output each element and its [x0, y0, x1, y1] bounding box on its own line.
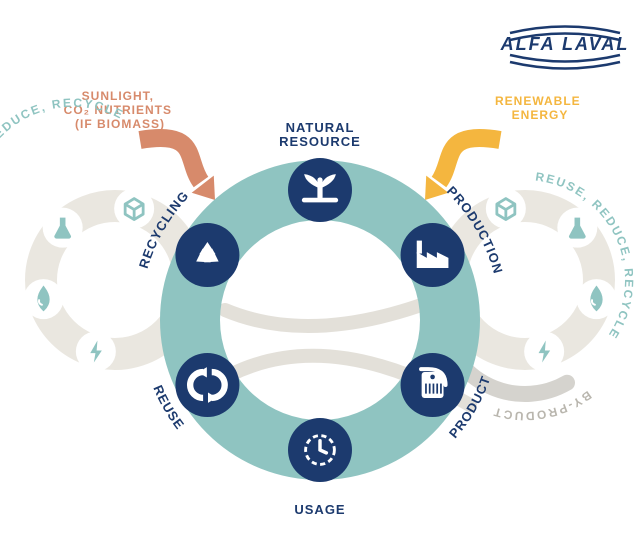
node-natural_resource	[288, 158, 352, 222]
side-node-left-drop	[24, 279, 64, 319]
node-reuse	[175, 353, 239, 417]
side-node-left-bolt	[76, 331, 116, 371]
input-arrow-right	[425, 138, 500, 200]
label-natural_resource: NATURALRESOURCE	[279, 120, 361, 149]
barcode-icon	[421, 369, 445, 398]
drop-icon	[39, 288, 48, 309]
node-product	[401, 353, 465, 417]
input-label-right: RENEWABLE ENERGY	[495, 94, 585, 122]
input-arrow-left	[140, 138, 215, 200]
side-node-left-box	[114, 189, 154, 229]
side-node-left-flask	[43, 208, 83, 248]
side-node-right-flask	[557, 208, 597, 248]
drop-icon	[592, 288, 601, 309]
label-usage: USAGE	[294, 502, 345, 517]
side-node-right-bolt	[524, 331, 564, 371]
side-node-right-drop	[576, 279, 616, 319]
alfa-laval-logo: ALFA LAVAL	[500, 27, 630, 69]
node-usage	[288, 418, 352, 482]
circular-economy-diagram: ALFA LAVAL NATURALRESOURCEPRODUCTIONPROD…	[0, 0, 640, 550]
node-production	[401, 223, 465, 287]
side-node-right-box	[486, 189, 526, 229]
node-recycling	[175, 223, 239, 287]
